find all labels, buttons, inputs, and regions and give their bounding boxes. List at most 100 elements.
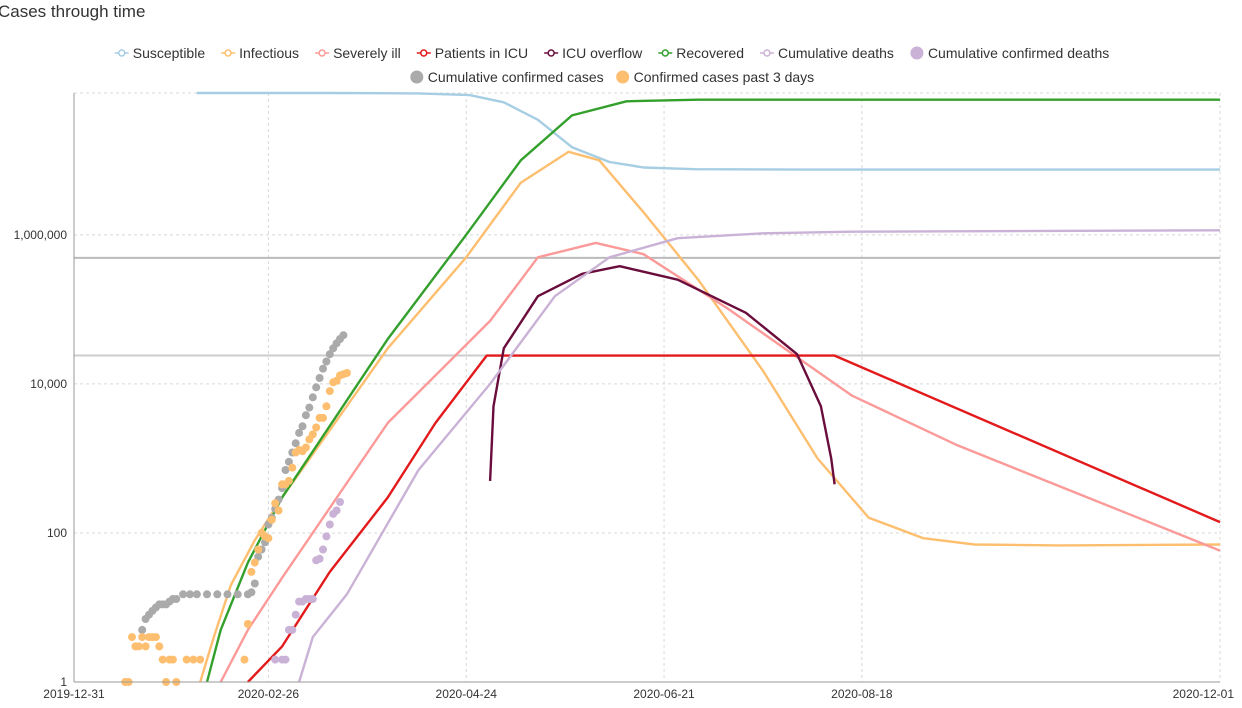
series-line-susceptible — [196, 91, 1220, 171]
point-cumulative-confirmed-deaths — [336, 498, 344, 506]
point-cumulative-confirmed-deaths — [322, 532, 331, 541]
legend-label: Recovered — [676, 45, 744, 61]
point-cumulative-confirmed-cases — [301, 411, 310, 420]
point-cumulative-confirmed-deaths — [271, 655, 280, 664]
point-cumulative-confirmed-cases — [298, 422, 307, 431]
point-cumulative-confirmed-cases — [186, 590, 194, 599]
legend-swatch-marker — [420, 49, 428, 57]
legend-item-cumulative-confirmed-deaths: Cumulative confirmed deaths — [910, 45, 1109, 61]
point-confirmed-cases-past-3-days — [271, 499, 280, 508]
point-cumulative-confirmed-cases — [172, 595, 181, 603]
point-cumulative-confirmed-cases — [203, 590, 211, 599]
x-tick-label: 2020-02-26 — [238, 687, 300, 701]
legend-label: Cumulative deaths — [778, 45, 894, 61]
point-confirmed-cases-past-3-days — [312, 423, 321, 432]
legend-label: Confirmed cases past 3 days — [634, 69, 815, 85]
legend-label: Patients in ICU — [435, 45, 528, 61]
legend-item-patients-in-icu: Patients in ICU — [416, 45, 528, 61]
point-confirmed-cases-past-3-days — [325, 387, 334, 396]
point-cumulative-confirmed-deaths — [325, 520, 334, 529]
grid — [74, 92, 1221, 682]
point-cumulative-confirmed-cases — [325, 350, 334, 359]
point-cumulative-confirmed-cases — [254, 552, 263, 561]
point-confirmed-cases-past-3-days — [182, 655, 191, 664]
point-confirmed-cases-past-3-days — [155, 642, 164, 651]
point-confirmed-cases-past-3-days — [196, 655, 205, 664]
point-confirmed-cases-past-3-days — [284, 476, 293, 485]
point-confirmed-cases-past-3-days — [128, 633, 136, 642]
y-tick-label: 1 — [60, 675, 67, 689]
series-line-cumulative-deaths — [297, 229, 1221, 683]
point-cumulative-confirmed-deaths — [332, 506, 341, 515]
point-confirmed-cases-past-3-days — [301, 443, 310, 452]
series-lines — [196, 91, 1221, 683]
point-cumulative-confirmed-cases — [291, 439, 300, 448]
point-cumulative-confirmed-cases — [319, 364, 327, 373]
legend-swatch — [410, 70, 424, 84]
legend-swatch-marker — [547, 49, 555, 57]
legend-item-susceptible: Susceptible — [114, 45, 206, 61]
point-cumulative-confirmed-cases — [284, 457, 293, 466]
point-cumulative-confirmed-cases — [315, 374, 324, 382]
point-cumulative-confirmed-cases — [322, 357, 331, 366]
point-confirmed-cases-past-3-days — [322, 402, 331, 411]
series-line-patients-in-icu — [247, 354, 1221, 683]
legend-label: Cumulative confirmed cases — [428, 69, 604, 85]
legend-label: Infectious — [239, 45, 299, 61]
x-tick-label: 2020-12-01 — [1173, 687, 1235, 701]
legend-item-confirmed-cases-past-3-days: Confirmed cases past 3 days — [616, 69, 814, 85]
series-line-recovered — [205, 98, 1220, 683]
legend-item-icu-overflow: ICU overflow — [544, 45, 643, 61]
point-confirmed-cases-past-3-days — [168, 655, 177, 664]
point-confirmed-cases-past-3-days — [138, 633, 147, 642]
x-tick-label: 2020-04-24 — [436, 687, 498, 701]
point-cumulative-confirmed-deaths — [288, 625, 297, 634]
y-tick-label: 100 — [47, 526, 67, 540]
point-cumulative-confirmed-deaths — [281, 655, 290, 664]
y-tick-label: 10,000 — [30, 377, 67, 391]
legend-label: Cumulative confirmed deaths — [928, 45, 1109, 61]
legend-swatch-marker — [224, 49, 232, 57]
point-cumulative-confirmed-cases — [295, 428, 304, 437]
legend-item-infectious: Infectious — [221, 45, 299, 61]
point-confirmed-cases-past-3-days — [288, 463, 297, 472]
point-cumulative-confirmed-cases — [339, 331, 348, 340]
point-cumulative-confirmed-cases — [179, 590, 188, 599]
legend-label: ICU overflow — [562, 45, 643, 61]
point-cumulative-confirmed-cases — [305, 403, 314, 412]
series-line-icu-overflow — [488, 265, 836, 485]
point-confirmed-cases-past-3-days — [158, 655, 167, 664]
legend-label: Severely ill — [333, 45, 401, 61]
legend: Susceptible Infectious Severely ill Patient… — [114, 45, 1109, 85]
point-confirmed-cases-past-3-days — [267, 515, 276, 524]
point-cumulative-confirmed-deaths — [291, 610, 300, 619]
point-cumulative-confirmed-cases — [213, 590, 222, 599]
point-confirmed-cases-past-3-days — [189, 655, 198, 664]
point-cumulative-confirmed-cases — [233, 590, 242, 599]
point-confirmed-cases-past-3-days — [274, 506, 283, 515]
legend-swatch — [910, 46, 924, 60]
point-cumulative-confirmed-deaths — [319, 545, 327, 554]
point-cumulative-confirmed-cases — [312, 383, 321, 392]
legend-label: Susceptible — [133, 45, 206, 61]
point-cumulative-confirmed-cases — [247, 588, 256, 597]
point-confirmed-cases-past-3-days — [247, 567, 256, 576]
x-tick-label: 2020-06-21 — [633, 687, 695, 701]
point-confirmed-cases-past-3-days — [319, 413, 327, 422]
legend-swatch — [616, 70, 630, 84]
point-cumulative-confirmed-deaths — [308, 595, 317, 603]
point-cumulative-confirmed-cases — [308, 393, 317, 402]
y-tick-label: 1,000,000 — [14, 228, 68, 242]
point-confirmed-cases-past-3-days — [134, 642, 143, 651]
legend-swatch-marker — [117, 49, 126, 57]
point-cumulative-confirmed-cases — [138, 625, 147, 634]
point-confirmed-cases-past-3-days — [254, 545, 263, 554]
x-tick-label: 2020-08-18 — [831, 687, 893, 701]
point-confirmed-cases-past-3-days — [141, 642, 150, 651]
axes: 2019-12-31 2020-02-26 2020-04-24 2020-06-21… — [14, 93, 1235, 701]
point-confirmed-cases-past-3-days — [264, 534, 273, 543]
legend-swatch-marker — [318, 49, 326, 57]
point-cumulative-confirmed-cases — [250, 579, 259, 588]
series-line-infectious — [199, 150, 1221, 683]
